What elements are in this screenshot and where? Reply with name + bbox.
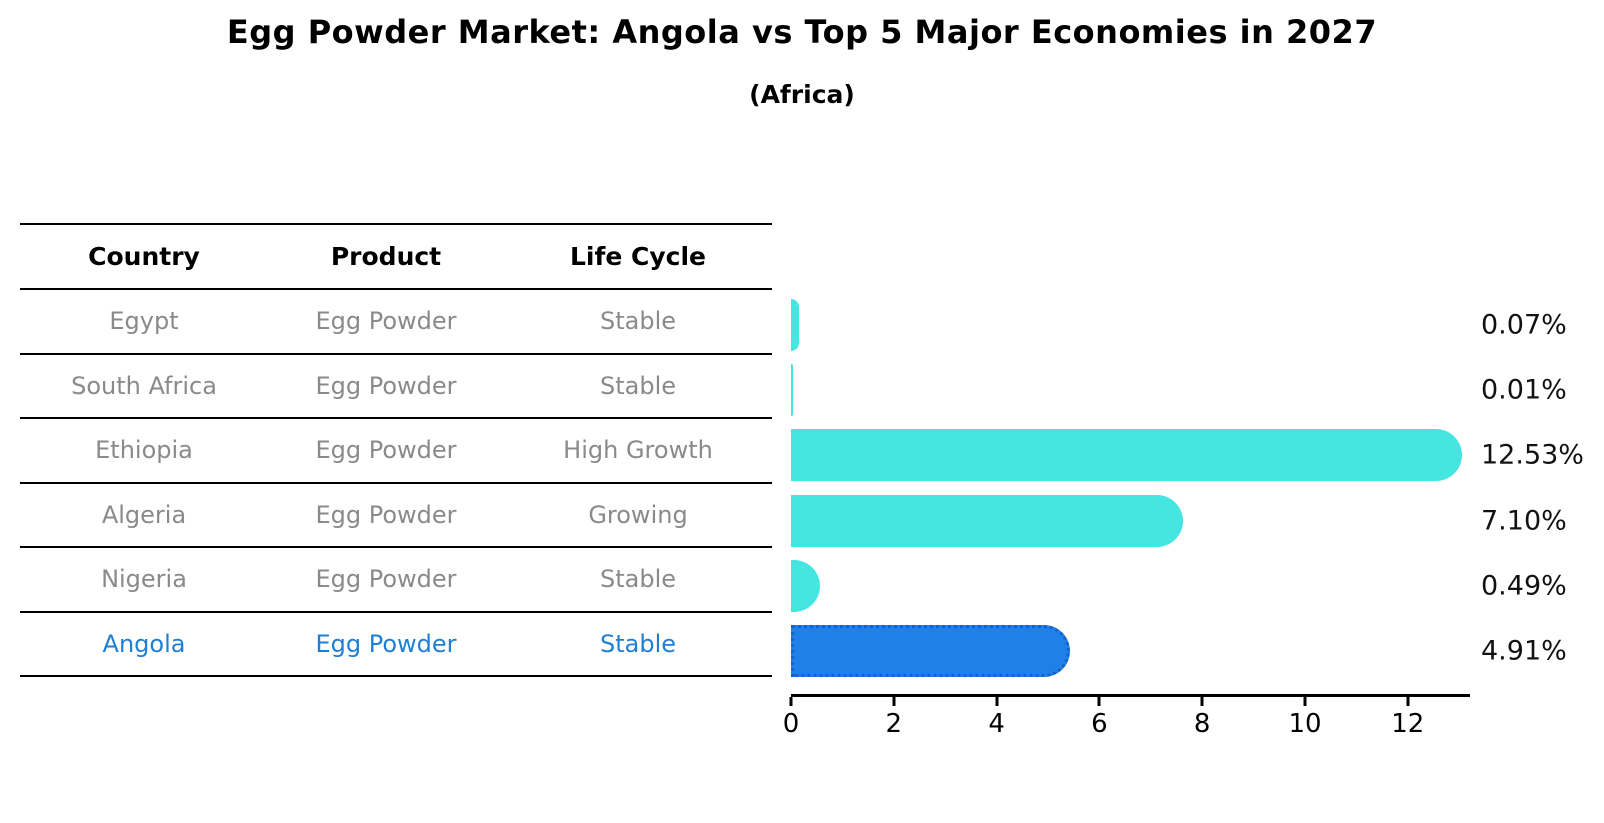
x-tick-label-6: 6	[1091, 709, 1108, 739]
value-label-algeria: 7.10%	[1481, 505, 1567, 537]
bar-row-nigeria	[791, 553, 1469, 618]
cell-country: South Africa	[71, 371, 217, 400]
cell-product: Egg Powder	[315, 565, 457, 594]
cell-product: Egg Powder	[315, 500, 457, 529]
cell-life-cycle: High Growth	[563, 436, 713, 465]
cell-life-cycle: Stable	[599, 629, 677, 658]
chart-subtitle: (Africa)	[749, 80, 855, 109]
value-label-ethiopia: 12.53%	[1481, 439, 1584, 471]
value-label-angola: 4.91%	[1481, 635, 1567, 667]
table-row-egypt: Egypt Egg Powder Stable	[20, 288, 772, 353]
column-header-life-cycle: Life Cycle	[569, 242, 707, 271]
x-tick-label-2: 2	[885, 709, 903, 739]
x-tick-12	[1406, 697, 1410, 706]
cell-country: Nigeria	[101, 565, 187, 594]
cell-country: Egypt	[109, 307, 179, 336]
table-row-south-africa: South Africa Egg Powder Stable	[20, 352, 772, 418]
x-tick-label-0: 0	[782, 709, 800, 739]
x-tick-label-4: 4	[988, 709, 1005, 739]
bar-row-angola	[791, 618, 1469, 683]
x-tick-label-12: 12	[1391, 709, 1425, 739]
cell-country: Algeria	[101, 500, 187, 529]
bar-egypt	[791, 298, 799, 351]
table-row-ethiopia: Ethiopia Egg Powder High Growth	[20, 417, 772, 482]
cell-product: Egg Powder	[315, 629, 457, 658]
x-tick-6	[1097, 697, 1101, 706]
cell-product: Egg Powder	[315, 436, 457, 465]
cell-country: Ethiopia	[95, 436, 193, 465]
country-info-table: Country Product Life Cycle Egypt Egg Powd…	[20, 223, 772, 677]
cell-life-cycle: Stable	[599, 565, 677, 594]
bar-angola	[791, 625, 1071, 678]
bar-plot-area	[791, 292, 1469, 684]
cell-life-cycle: Growing	[588, 500, 688, 529]
cell-life-cycle: Stable	[599, 371, 677, 400]
x-tick-4	[995, 697, 999, 706]
table-header-row: Country Product Life Cycle	[20, 223, 772, 288]
bar-ethiopia	[791, 429, 1463, 482]
x-tick-2	[892, 697, 896, 706]
x-tick-10	[1303, 697, 1307, 706]
cell-country: Angola	[102, 629, 186, 658]
value-label-south-africa: 0.01%	[1481, 374, 1567, 406]
value-label-egypt: 0.07%	[1481, 309, 1567, 341]
table-row-angola: Angola Egg Powder Stable	[20, 610, 772, 676]
bar-south-africa	[791, 363, 793, 416]
cell-life-cycle: Stable	[599, 307, 677, 336]
cell-product: Egg Powder	[315, 307, 457, 336]
bar-row-egypt	[791, 292, 1469, 357]
bar-nigeria	[791, 559, 821, 612]
value-label-nigeria: 0.49%	[1481, 570, 1567, 602]
x-tick-8	[1200, 697, 1204, 706]
bar-row-ethiopia	[791, 423, 1469, 488]
table-row-algeria: Algeria Egg Powder Growing	[20, 481, 772, 547]
table-row-nigeria: Nigeria Egg Powder Stable	[20, 546, 772, 611]
bar-algeria	[791, 494, 1183, 547]
x-axis: 0 2 4 6 8 10 12	[783, 694, 1470, 754]
bar-row-algeria	[791, 488, 1469, 553]
x-tick-label-8: 8	[1193, 709, 1211, 739]
column-header-country: Country	[88, 242, 200, 271]
cell-product: Egg Powder	[315, 371, 457, 400]
bar-row-south-africa	[791, 357, 1469, 422]
x-tick-0	[789, 697, 793, 706]
column-header-product: Product	[330, 242, 442, 271]
x-axis-line	[791, 694, 1470, 697]
chart-title: Egg Powder Market: Angola vs Top 5 Major…	[226, 13, 1378, 51]
x-tick-label-10: 10	[1288, 709, 1322, 739]
